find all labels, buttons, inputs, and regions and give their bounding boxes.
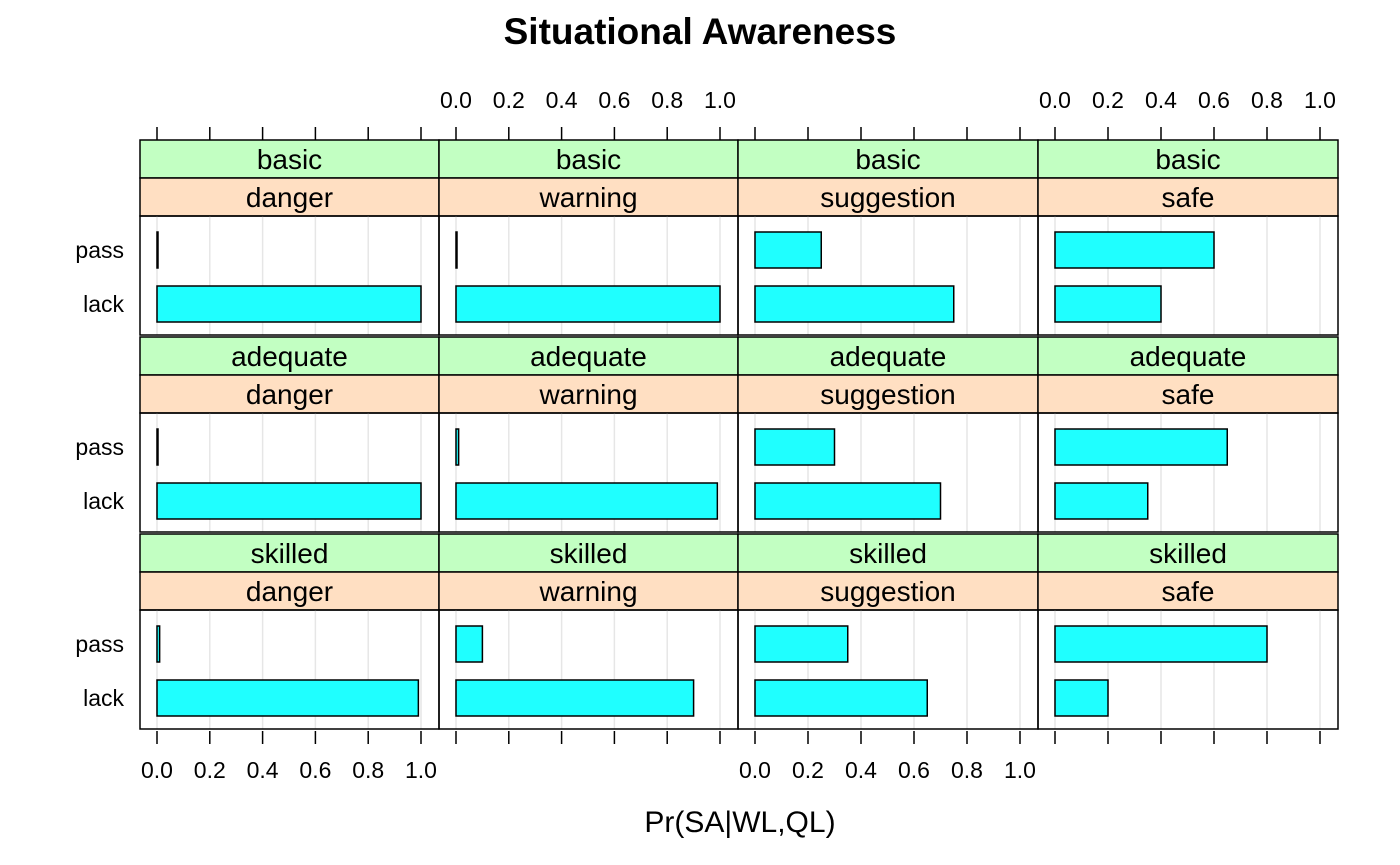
- panel-border: [1037, 412, 1339, 533]
- strip-outer: [737, 139, 1039, 179]
- bar-pass: [754, 231, 822, 269]
- strip-inner: [139, 177, 440, 217]
- tick-label: 0.0: [739, 757, 771, 783]
- tick-label: 0.6: [1198, 87, 1230, 113]
- strip-outer: [737, 336, 1039, 376]
- bar-lack: [1054, 482, 1149, 520]
- bar-pass: [156, 231, 159, 269]
- bar-pass: [754, 625, 849, 663]
- strip-inner: [1037, 571, 1339, 611]
- x-axis-label: Pr(SA|WL,QL): [644, 806, 835, 839]
- strip-inner-label: safe: [1162, 182, 1215, 213]
- tick-label: 0.6: [898, 757, 930, 783]
- bar-lack: [754, 482, 942, 520]
- strip-inner: [737, 177, 1039, 217]
- tick-label: 0.2: [1092, 87, 1124, 113]
- bar-lack: [1054, 285, 1162, 323]
- bar-lack: [1054, 679, 1109, 717]
- strip-inner-label: safe: [1162, 379, 1215, 410]
- strip-inner-label: suggestion: [820, 379, 955, 410]
- tick-label: 0.6: [299, 757, 331, 783]
- bar-pass: [455, 231, 458, 269]
- strip-inner-label: warning: [538, 182, 637, 213]
- strip-inner: [438, 374, 739, 414]
- panel-border: [1037, 215, 1339, 336]
- strip-outer-label: basic: [855, 144, 920, 175]
- tick-label: 0.4: [546, 87, 578, 113]
- category-label-pass: pass: [75, 631, 124, 657]
- bar-lack: [156, 679, 420, 717]
- bar-pass: [455, 428, 460, 466]
- strip-inner: [1037, 177, 1339, 217]
- bar-lack: [754, 285, 955, 323]
- bar-pass: [156, 625, 161, 663]
- bar-lack: [455, 285, 721, 323]
- tick-label: 0.6: [598, 87, 630, 113]
- strip-outer-label: adequate: [830, 341, 947, 372]
- strip-inner-label: warning: [538, 379, 637, 410]
- bar-pass: [754, 428, 836, 466]
- strip-inner-label: danger: [246, 379, 333, 410]
- strip-outer: [737, 533, 1039, 573]
- strip-inner: [139, 571, 440, 611]
- strip-inner-label: danger: [246, 182, 333, 213]
- category-label-lack: lack: [83, 685, 124, 711]
- tick-label: 1.0: [704, 87, 736, 113]
- tick-label: 0.4: [845, 757, 877, 783]
- chart-title: Situational Awareness: [504, 11, 897, 52]
- category-label-lack: lack: [83, 291, 124, 317]
- panel-border: [1037, 609, 1339, 730]
- strip-outer-label: skilled: [550, 538, 628, 569]
- bar-lack: [455, 482, 719, 520]
- bar-pass: [156, 428, 159, 466]
- bar-pass: [455, 625, 484, 663]
- tick-label: 1.0: [1004, 757, 1036, 783]
- strip-outer-label: adequate: [1130, 341, 1247, 372]
- tick-label: 0.0: [1039, 87, 1071, 113]
- strip-inner-label: warning: [538, 576, 637, 607]
- strip-outer-label: skilled: [251, 538, 329, 569]
- strip-outer-label: basic: [556, 144, 621, 175]
- tick-label: 1.0: [1304, 87, 1336, 113]
- strip-inner: [1037, 374, 1339, 414]
- category-label-pass: pass: [75, 434, 124, 460]
- bar-lack: [156, 285, 422, 323]
- category-label-lack: lack: [83, 488, 124, 514]
- tick-label: 0.2: [792, 757, 824, 783]
- strip-outer: [1037, 336, 1339, 376]
- bar-lack: [455, 679, 695, 717]
- panel-grid: basic danger basic warning basic suggestion ba…: [75, 87, 1339, 783]
- strip-outer-label: skilled: [849, 538, 927, 569]
- strip-outer: [139, 139, 440, 179]
- tick-label: 0.8: [1251, 87, 1283, 113]
- tick-label: 0.8: [651, 87, 683, 113]
- tick-label: 1.0: [405, 757, 437, 783]
- strip-inner-label: safe: [1162, 576, 1215, 607]
- strip-outer-label: adequate: [530, 341, 647, 372]
- strip-inner-label: danger: [246, 576, 333, 607]
- tick-label: 0.8: [951, 757, 983, 783]
- category-label-pass: pass: [75, 237, 124, 263]
- tick-label: 0.2: [493, 87, 525, 113]
- tick-label: 0.8: [352, 757, 384, 783]
- tick-label: 0.0: [440, 87, 472, 113]
- bar-pass: [1054, 428, 1228, 466]
- bar-pass: [1054, 625, 1268, 663]
- bar-pass: [1054, 231, 1215, 269]
- bar-lack: [754, 679, 928, 717]
- strip-outer: [438, 533, 739, 573]
- strip-outer-label: skilled: [1149, 538, 1227, 569]
- tick-label: 0.4: [247, 757, 279, 783]
- tick-label: 0.4: [1145, 87, 1177, 113]
- strip-outer-label: basic: [257, 144, 322, 175]
- strip-inner-label: suggestion: [820, 182, 955, 213]
- strip-outer-label: basic: [1155, 144, 1220, 175]
- strip-inner-label: suggestion: [820, 576, 955, 607]
- strip-outer-label: adequate: [231, 341, 348, 372]
- bar-lack: [156, 482, 422, 520]
- tick-label: 0.2: [194, 757, 226, 783]
- tick-label: 0.0: [141, 757, 173, 783]
